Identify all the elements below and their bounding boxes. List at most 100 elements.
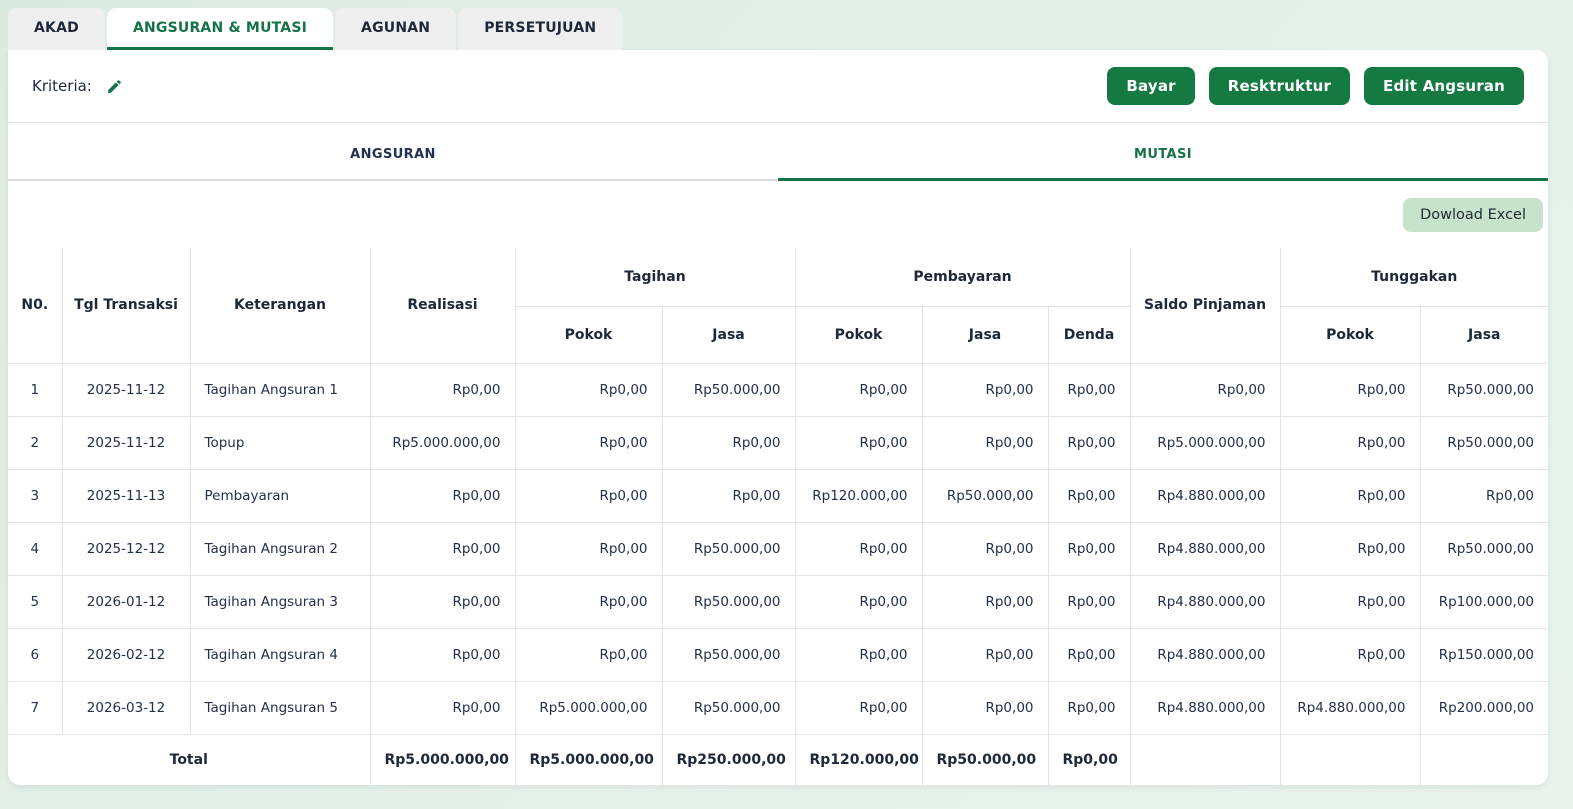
cell-keterangan: Tagihan Angsuran 1 [189, 362, 371, 417]
tab-akad[interactable]: AKAD [8, 8, 105, 50]
subtab-angsuran[interactable]: ANGSURAN [8, 123, 778, 181]
cell-saldo: Rp5.000.000,00 [1129, 415, 1281, 470]
total-pembayaran-pokok: Rp120.000,00 [794, 733, 923, 785]
col-group-pembayaran: Pembayaran [794, 248, 1131, 307]
cell-denda: Rp0,00 [1047, 362, 1131, 417]
cell-tgl: 2025-11-12 [61, 415, 191, 470]
cell-pembayaran-jasa: Rp0,00 [921, 362, 1049, 417]
edit-kriteria-button[interactable] [106, 78, 123, 95]
cell-tunggakan-jasa: Rp0,00 [1419, 468, 1548, 523]
page: AKAD ANGSURAN & MUTASI AGUNAN PERSETUJUA… [8, 8, 1573, 785]
tab-angsuran-mutasi[interactable]: ANGSURAN & MUTASI [106, 8, 334, 50]
table-header: N0. Tgl Transaksi Keterangan Realisasi T… [8, 248, 1548, 364]
cell-tgl: 2025-12-12 [61, 521, 191, 576]
col-header-realisasi: Realisasi [369, 248, 516, 364]
cell-tagihan-pokok: Rp0,00 [514, 521, 663, 576]
cell-realisasi: Rp5.000.000,00 [369, 415, 516, 470]
cell-keterangan: Pembayaran [189, 468, 371, 523]
cell-tunggakan-pokok: Rp0,00 [1279, 468, 1421, 523]
cell-tagihan-pokok: Rp0,00 [514, 415, 663, 470]
cell-tgl: 2025-11-13 [61, 468, 191, 523]
cell-tunggakan-jasa: Rp100.000,00 [1419, 574, 1548, 629]
edit-angsuran-button[interactable]: Edit Angsuran [1364, 67, 1524, 105]
col-header-pembayaran-jasa: Jasa [921, 305, 1049, 364]
table-row: 1 2025-11-12 Tagihan Angsuran 1 Rp0,00 Rp0,0… [8, 362, 1548, 417]
cell-keterangan: Tagihan Angsuran 2 [189, 521, 371, 576]
col-header-tunggakan-jasa: Jasa [1419, 305, 1548, 364]
cell-saldo: Rp0,00 [1129, 362, 1281, 417]
cell-saldo: Rp4.880.000,00 [1129, 680, 1281, 735]
bayar-button[interactable]: Bayar [1107, 67, 1195, 105]
sub-tabbar: ANGSURAN MUTASI [8, 123, 1548, 181]
cell-tagihan-jasa: Rp50.000,00 [661, 627, 796, 682]
cell-pembayaran-pokok: Rp0,00 [794, 574, 923, 629]
tab-agunan[interactable]: AGUNAN [335, 8, 457, 50]
cell-tagihan-jasa: Rp0,00 [661, 468, 796, 523]
cell-tgl: 2026-03-12 [61, 680, 191, 735]
cell-tagihan-pokok: Rp0,00 [514, 627, 663, 682]
total-denda: Rp0,00 [1047, 733, 1131, 785]
col-group-tunggakan: Tunggakan [1279, 248, 1548, 307]
cell-realisasi: Rp0,00 [369, 362, 516, 417]
table-row: 7 2026-03-12 Tagihan Angsuran 5 Rp0,00 Rp5.0… [8, 680, 1548, 735]
cell-tagihan-pokok: Rp0,00 [514, 362, 663, 417]
main-tabbar: AKAD ANGSURAN & MUTASI AGUNAN PERSETUJUA… [8, 8, 1573, 50]
cell-tunggakan-jasa: Rp50.000,00 [1419, 362, 1548, 417]
cell-no: 5 [8, 574, 63, 629]
cell-saldo: Rp4.880.000,00 [1129, 468, 1281, 523]
cell-pembayaran-pokok: Rp0,00 [794, 680, 923, 735]
cell-tgl: 2026-02-12 [61, 627, 191, 682]
cell-tunggakan-pokok: Rp0,00 [1279, 362, 1421, 417]
tab-persetujuan[interactable]: PERSETUJUAN [458, 8, 623, 50]
total-row: Total Rp5.000.000,00 Rp5.000.000,00 Rp25… [8, 733, 1548, 785]
mutasi-table-body: 1 2025-11-12 Tagihan Angsuran 1 Rp0,00 Rp0,0… [8, 362, 1548, 735]
total-tagihan-jasa: Rp250.000,00 [661, 733, 796, 785]
table-row: 2 2025-11-12 Topup Rp5.000.000,00 Rp0,00 Rp0,… [8, 415, 1548, 470]
cell-tunggakan-jasa: Rp50.000,00 [1419, 521, 1548, 576]
col-header-tagihan-pokok: Pokok [515, 305, 663, 364]
cell-denda: Rp0,00 [1047, 521, 1131, 576]
cell-no: 3 [8, 468, 63, 523]
resktruktur-button[interactable]: Resktruktur [1208, 67, 1351, 105]
cell-pembayaran-pokok: Rp0,00 [794, 362, 923, 417]
cell-saldo: Rp4.880.000,00 [1129, 574, 1281, 629]
cell-keterangan: Tagihan Angsuran 4 [189, 627, 371, 682]
cell-tunggakan-jasa: Rp200.000,00 [1419, 680, 1548, 735]
cell-denda: Rp0,00 [1047, 468, 1131, 523]
col-header-denda: Denda [1047, 305, 1131, 364]
total-saldo [1129, 733, 1281, 785]
content-card: Kriteria: Bayar Resktruktur Edit Angsura… [8, 50, 1548, 785]
col-header-tgl-transaksi: Tgl Transaksi [61, 248, 191, 364]
total-tunggakan-pokok [1279, 733, 1421, 785]
col-header-no: N0. [8, 248, 63, 364]
cell-pembayaran-pokok: Rp120.000,00 [794, 468, 923, 523]
cell-realisasi: Rp0,00 [369, 521, 516, 576]
download-excel-button[interactable]: Dowload Excel [1403, 198, 1543, 232]
cell-tunggakan-pokok: Rp0,00 [1279, 521, 1421, 576]
total-pembayaran-jasa: Rp50.000,00 [921, 733, 1049, 785]
cell-tunggakan-pokok: Rp4.880.000,00 [1279, 680, 1421, 735]
cell-no: 2 [8, 415, 63, 470]
cell-saldo: Rp4.880.000,00 [1129, 627, 1281, 682]
cell-tagihan-jasa: Rp0,00 [661, 415, 796, 470]
col-header-tunggakan-pokok: Pokok [1279, 305, 1421, 364]
subtab-mutasi[interactable]: MUTASI [778, 123, 1548, 181]
cell-realisasi: Rp0,00 [369, 574, 516, 629]
cell-tagihan-pokok: Rp5.000.000,00 [514, 680, 663, 735]
cell-keterangan: Tagihan Angsuran 3 [189, 574, 371, 629]
cell-tunggakan-pokok: Rp0,00 [1279, 415, 1421, 470]
cell-pembayaran-jasa: Rp0,00 [921, 415, 1049, 470]
col-group-tagihan: Tagihan [514, 248, 796, 307]
kriteria-row: Kriteria: Bayar Resktruktur Edit Angsura… [8, 50, 1548, 122]
cell-denda: Rp0,00 [1047, 415, 1131, 470]
divider [8, 122, 1548, 123]
cell-tunggakan-jasa: Rp150.000,00 [1419, 627, 1548, 682]
total-tunggakan-jasa [1419, 733, 1548, 785]
download-row: Dowload Excel [8, 181, 1548, 248]
cell-tagihan-pokok: Rp0,00 [514, 574, 663, 629]
col-header-tagihan-jasa: Jasa [661, 305, 796, 364]
table-row: 6 2026-02-12 Tagihan Angsuran 4 Rp0,00 Rp0,0… [8, 627, 1548, 682]
mutasi-table: N0. Tgl Transaksi Keterangan Realisasi T… [8, 248, 1548, 785]
total-tagihan-pokok: Rp5.000.000,00 [514, 733, 663, 785]
total-label: Total [8, 733, 371, 785]
